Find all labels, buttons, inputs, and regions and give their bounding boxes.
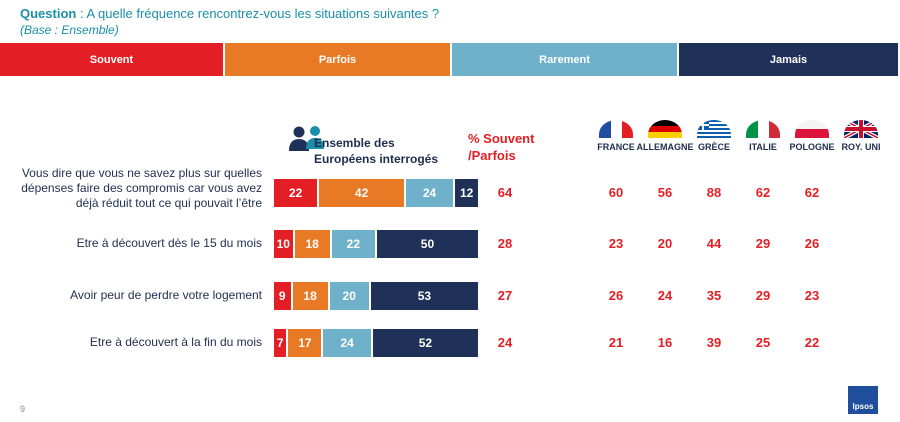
row-label: Vous dire que vous ne savez plus sur que…: [21, 166, 262, 210]
country-header: ROY. UNI: [828, 120, 894, 152]
italy-flag-icon: [746, 120, 780, 138]
poland-flag-icon: [795, 120, 829, 138]
ipsos-logo: Ipsos: [848, 386, 878, 414]
souvent-parfois-value: 24: [497, 335, 513, 350]
group-label: Ensemble des Européens interrogés: [314, 136, 439, 166]
bar-segment-rarement: 22: [331, 230, 377, 258]
country-value: 16: [657, 335, 673, 350]
greece-flag-icon: [697, 120, 731, 138]
france-flag-icon: [599, 120, 633, 138]
stacked-bar: 9 18 20 53: [274, 282, 480, 310]
stacked-bar: 10 18 22 50: [274, 230, 480, 258]
country-name: ITALIE: [749, 142, 777, 152]
row-label: Avoir peur de perdre votre logement: [70, 288, 262, 302]
country-name: FRANCE: [597, 142, 635, 152]
country-name: GRÈCE: [697, 142, 730, 152]
country-value: 62: [755, 185, 771, 200]
country-value: 60: [608, 185, 624, 200]
country-value: 39: [706, 335, 722, 350]
bar-segment-souvent: 22: [274, 179, 320, 207]
legend-item-jamais: Jamais: [679, 43, 900, 76]
bar-segment-jamais: 52: [372, 329, 480, 357]
legend-item-rarement: Rarement: [452, 43, 679, 76]
country-value: 26: [608, 288, 624, 303]
country-value: 23: [804, 288, 820, 303]
country-value: 20: [657, 236, 673, 251]
people-icon: [289, 126, 324, 151]
souvent-parfois-value: 27: [497, 288, 513, 303]
country-name: POLOGNE: [789, 142, 835, 152]
country-value: 23: [608, 236, 624, 251]
legend-item-parfois: Parfois: [225, 43, 452, 76]
bar-segment-rarement: 20: [329, 282, 371, 310]
country-header: POLOGNE: [779, 120, 845, 152]
page-number: 9: [20, 404, 26, 414]
country-name: ROY. UNI: [841, 142, 881, 152]
country-header: FRANCE: [583, 120, 649, 152]
bar-segment-parfois: 42: [319, 179, 406, 207]
uk-flag-icon: [844, 120, 878, 138]
legend-item-souvent: Souvent: [0, 43, 225, 76]
bar-segment-rarement: 24: [405, 179, 456, 207]
country-value: 29: [755, 236, 771, 251]
bar-segment-souvent: 10: [274, 230, 295, 258]
country-name: ALLEMAGNE: [636, 142, 694, 152]
stacked-bar: 22 42 24 12: [274, 179, 480, 207]
bar-segment-rarement: 24: [323, 329, 373, 357]
country-header: ALLEMAGNE: [632, 120, 698, 152]
souvent-parfois-value: 28: [497, 236, 513, 251]
row-label: Etre à découvert à la fin du mois: [89, 335, 262, 349]
country-value: 21: [608, 335, 624, 350]
bar-segment-parfois: 18: [294, 230, 332, 258]
country-value: 88: [706, 185, 722, 200]
bar-segment-souvent: 9: [274, 282, 293, 310]
bar-segment-jamais: 50: [376, 230, 480, 258]
country-value: 24: [657, 288, 673, 303]
bar-segment-jamais: 12: [455, 179, 480, 207]
country-value: 35: [706, 288, 722, 303]
base-note: (Base : Ensemble): [20, 23, 119, 37]
country-value: 56: [657, 185, 673, 200]
souvent-parfois-value: 64: [497, 185, 513, 200]
country-header: ITALIE: [730, 120, 796, 152]
bar-segment-parfois: 18: [292, 282, 330, 310]
country-value: 26: [804, 236, 820, 251]
country-value: 62: [804, 185, 820, 200]
stacked-bar: 7 17 24 52: [274, 329, 480, 357]
row-label: Etre à découvert dès le 15 du mois: [76, 236, 262, 250]
bar-segment-parfois: 17: [288, 329, 324, 357]
pct-header: % Souvent/Parfois: [468, 131, 535, 163]
bar-segment-jamais: 53: [370, 282, 480, 310]
country-value: 25: [755, 335, 771, 350]
country-value: 22: [804, 335, 820, 350]
country-value: 29: [755, 288, 771, 303]
country-value: 44: [706, 236, 722, 251]
germany-flag-icon: [648, 120, 682, 138]
legend-bar: Souvent Parfois Rarement Jamais: [0, 43, 900, 76]
country-header: GRÈCE: [681, 120, 747, 152]
question-text: Question : A quelle fréquence rencontrez…: [20, 6, 440, 21]
bar-segment-souvent: 7: [274, 329, 289, 357]
